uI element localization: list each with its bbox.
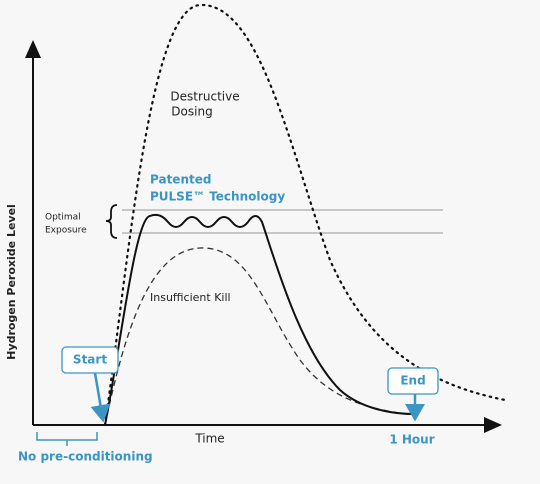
preconditioning-bracket [36, 432, 98, 446]
start-arrow [90, 372, 111, 423]
no-preconditioning-label: No pre-conditioning [18, 450, 153, 464]
y-axis-label: Hydrogen Peroxide Level [5, 204, 18, 360]
destructive-label: Destructive [170, 90, 239, 104]
pulse-label: Patented [150, 173, 211, 187]
x-axis-label: Time [194, 432, 224, 446]
destructive-curve [103, 3, 507, 427]
optimal-label: Optimal [45, 213, 81, 223]
optimal-label: Exposure [45, 226, 87, 236]
insufficient-curve [104, 247, 416, 426]
end-time-label: 1 Hour [389, 433, 434, 447]
end-label: End [400, 374, 425, 388]
pulse-curve [104, 213, 416, 426]
end-box [387, 367, 439, 395]
start-label: Start [73, 353, 107, 367]
pulse-label: PULSE™ Technology [150, 190, 285, 204]
insufficient-label: Insufficient Kill [150, 291, 231, 304]
destructive-label: Dosing [171, 105, 212, 119]
start-box [61, 346, 119, 374]
brace [105, 204, 118, 239]
